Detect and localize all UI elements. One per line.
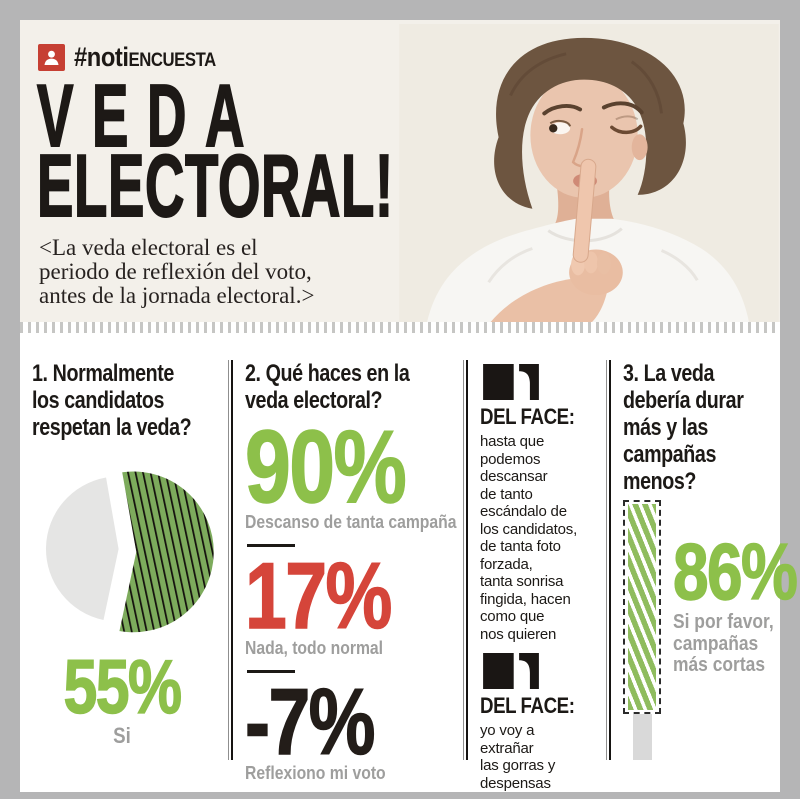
subtitle: <La veda electoral es el periodo de refl…	[39, 234, 315, 308]
question-1-column: 1. Normalmente los candidatos respetan l…	[32, 334, 220, 792]
infographic-card: #notiencuesta VEDA ELECTORAL! <La veda e…	[20, 20, 799, 792]
question-2-column: 2. Qué haces en la veda electoral? 90% D…	[244, 334, 457, 792]
quote-heading: DEL FACE:	[480, 693, 575, 718]
stat-value-17: 17%	[244, 543, 393, 649]
title-line-1: VEDA	[36, 66, 263, 165]
question-3-value: 86%	[672, 527, 798, 616]
separator-rule	[247, 669, 295, 673]
stat-label-90: Descanso de tanta campaña	[245, 511, 457, 533]
question-3-value-label: Si por favor, campañas más cortas	[673, 610, 774, 676]
quote-facebook-icon	[483, 653, 539, 689]
stat-label-minus7: Reflexiono mi voto	[245, 761, 386, 783]
question-1-value-label: Si	[113, 722, 131, 748]
hashtag-small: encuesta	[128, 50, 217, 71]
quote-text: yo voy a extrañar las gorras y despensas	[480, 722, 556, 792]
quote-facebook-icon	[483, 364, 539, 400]
pie-slice-green	[113, 465, 220, 639]
stat-value-90: 90%	[244, 409, 407, 524]
bar-outline-dashed	[623, 500, 661, 714]
pie-slice-gray	[45, 477, 119, 620]
brand-row: #notiencuesta	[38, 42, 780, 73]
bar-86-percent	[628, 504, 656, 710]
bar-gray-stub	[633, 714, 652, 760]
perforation-divider	[20, 322, 780, 334]
quote-heading: DEL FACE:	[480, 404, 575, 429]
person-icon	[38, 44, 65, 71]
hashtag-bold: #noti	[74, 42, 129, 72]
bar-chart	[623, 500, 661, 760]
stat-value-minus7: -7%	[244, 668, 376, 774]
separator-rule	[247, 544, 295, 548]
quote-block: DEL FACE: hasta que podemos descansar de…	[480, 364, 594, 643]
stat-label-17: Nada, todo normal	[245, 636, 384, 658]
column-divider	[606, 360, 611, 760]
question-3-heading: 3. La veda debería durar más y las campa…	[623, 360, 744, 495]
column-divider	[228, 360, 233, 760]
facebook-quotes-column: DEL FACE: hasta que podemos descansar de…	[480, 334, 594, 792]
stats-section: 1. Normalmente los candidatos respetan l…	[20, 334, 799, 792]
quote-text: hasta que podemos descansar de tanto esc…	[480, 433, 578, 643]
page-title: VEDA ELECTORAL!	[36, 66, 780, 236]
question-2-heading: 2. Qué haces en la veda electoral?	[245, 360, 410, 414]
question-1-heading: 1. Normalmente los candidatos respetan l…	[32, 360, 192, 441]
header-section: #notiencuesta VEDA ELECTORAL! <La veda e…	[20, 20, 780, 322]
title-line-2: ELECTORAL!	[36, 136, 394, 236]
column-divider	[463, 360, 468, 760]
brand-hashtag: #notiencuesta	[74, 42, 216, 73]
question-1-value: 55%	[63, 645, 183, 730]
photo-illustration	[399, 24, 779, 322]
question-3-column: 3. La veda debería durar más y las campa…	[623, 334, 800, 792]
pie-chart	[32, 451, 220, 652]
quote-block: DEL FACE: yo voy a extrañar las gorras y…	[480, 653, 594, 792]
